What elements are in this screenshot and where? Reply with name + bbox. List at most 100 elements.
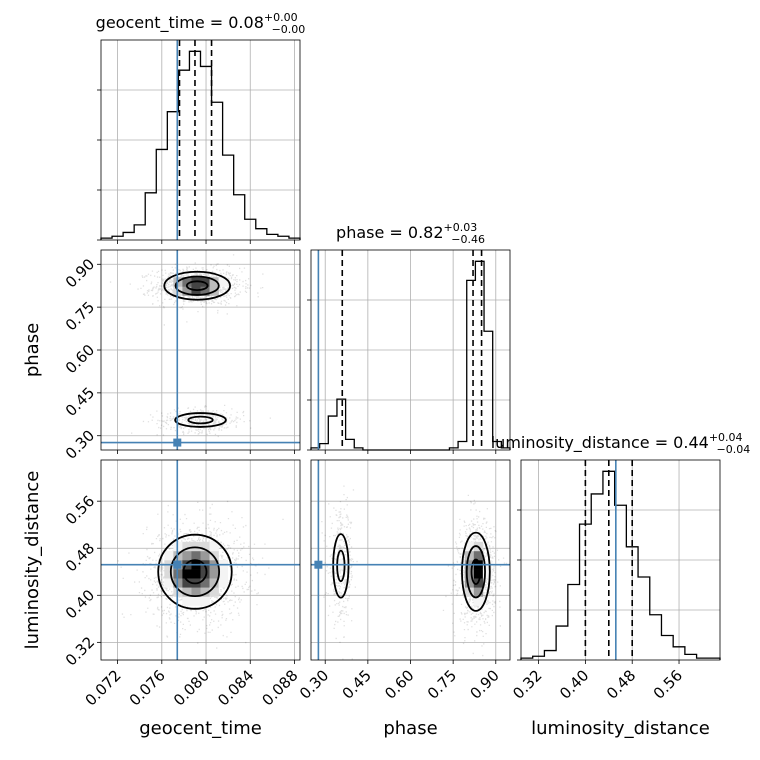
x-axis-label-phase: phase	[383, 718, 437, 739]
y-tick-label: 0.75	[62, 298, 98, 334]
truth-point	[173, 560, 182, 569]
panel-frame	[100, 459, 301, 661]
density-panel-geocent_time-phase	[97, 249, 301, 454]
panel-frame	[310, 249, 511, 451]
y-tick-label: 0.32	[62, 633, 98, 669]
contour	[187, 415, 214, 425]
density-cell	[191, 587, 201, 597]
hist-panel-geocent_time	[97, 39, 301, 244]
density-cell	[473, 596, 484, 606]
histogram-luminosity_distance	[520, 470, 721, 660]
contour	[461, 531, 491, 612]
hist-panel-phase	[307, 249, 511, 454]
scatter-samples	[321, 485, 508, 660]
y-tick-label: 0.60	[62, 341, 98, 377]
density-cell	[191, 550, 201, 561]
x-tick-label: 0.40	[556, 666, 592, 702]
x-tick-label: 0.60	[381, 666, 417, 702]
y-tick-label: 0.90	[62, 255, 98, 291]
density-cell	[191, 541, 201, 552]
contour	[336, 549, 346, 583]
density-cell	[209, 541, 219, 552]
truth-point	[173, 438, 182, 447]
y-tick-label: 0.30	[62, 427, 98, 463]
density-cell	[200, 286, 210, 296]
density-cell	[200, 541, 210, 552]
density-cell	[200, 596, 210, 606]
x-tick-label: 0.076	[126, 666, 169, 709]
density-cell	[209, 578, 219, 588]
title-geocent_time: geocent_time = 0.08+0.00 −0.00	[96, 11, 306, 36]
contour	[174, 412, 227, 428]
x-tick-label: 0.072	[82, 666, 125, 709]
density-cell	[218, 569, 228, 579]
contour	[182, 559, 208, 585]
density-cell	[473, 569, 484, 579]
y-tick-label: 0.45	[62, 384, 98, 420]
contour	[332, 533, 350, 599]
truth-point	[314, 560, 323, 569]
x-tick-label: 0.48	[603, 666, 639, 702]
density-cell	[164, 578, 174, 588]
y-tick-label: 0.40	[62, 586, 98, 622]
density-cell	[182, 587, 192, 597]
contour	[157, 533, 233, 610]
y-axis-label-luminosity_distance: luminosity_distance	[22, 471, 43, 650]
y-axis-label-phase: phase	[22, 323, 43, 377]
x-tick-label: 0.080	[170, 666, 213, 709]
density-content	[311, 460, 510, 660]
density-cell	[191, 569, 201, 579]
density-cell	[182, 541, 192, 552]
panel-frame	[100, 39, 301, 241]
histogram-geocent_time	[100, 50, 301, 240]
density-cell	[218, 277, 228, 287]
x-tick-label: 0.088	[258, 666, 301, 709]
density-cell	[191, 286, 201, 296]
panel-frame	[100, 249, 301, 451]
title-phase: phase = 0.82+0.03 −0.46	[336, 221, 485, 246]
title-luminosity_distance: luminosity_distance = 0.44+0.04 −0.04	[491, 431, 751, 456]
x-tick-label: 0.56	[650, 666, 686, 702]
density-panel-geocent_time-luminosity_distance	[97, 459, 301, 664]
x-axis-label-geocent_time: geocent_time	[139, 718, 262, 739]
density-cell	[464, 578, 475, 588]
density-cell	[182, 277, 192, 287]
density-cell	[182, 596, 192, 606]
density-cell	[464, 541, 475, 552]
density-cell	[200, 578, 210, 588]
x-tick-label: 0.30	[296, 666, 332, 702]
density-cell	[218, 578, 228, 588]
hist-panel-luminosity_distance	[517, 459, 721, 664]
density-cell	[473, 587, 484, 597]
density-cell	[200, 587, 210, 597]
y-tick-label: 0.48	[62, 539, 98, 575]
x-tick-label: 0.45	[339, 666, 375, 702]
x-axis-label-luminosity_distance: luminosity_distance	[531, 718, 710, 739]
contour	[465, 545, 486, 599]
density-cell	[164, 550, 174, 561]
x-tick-label: 0.90	[467, 666, 503, 702]
panel-frame	[310, 459, 511, 661]
density-cell	[182, 550, 192, 561]
density-cell	[473, 550, 484, 561]
contour	[163, 270, 231, 301]
x-tick-label: 0.75	[424, 666, 460, 702]
x-tick-label: 0.084	[214, 666, 257, 709]
contour	[174, 275, 220, 296]
density-cell	[200, 550, 210, 561]
density-cell	[209, 569, 219, 579]
x-tick-label: 0.32	[509, 666, 545, 702]
density-panel-phase-luminosity_distance	[310, 459, 511, 664]
contour	[185, 280, 209, 292]
density-cell	[182, 569, 192, 579]
y-tick-label: 0.56	[62, 492, 98, 528]
scatter-samples	[117, 500, 284, 649]
density-cell	[209, 277, 219, 287]
density-cell	[482, 569, 493, 579]
density-cell	[209, 587, 219, 597]
density-cell	[182, 578, 192, 588]
density-cell	[164, 569, 174, 579]
density-content	[101, 250, 300, 450]
density-cell	[191, 596, 201, 606]
